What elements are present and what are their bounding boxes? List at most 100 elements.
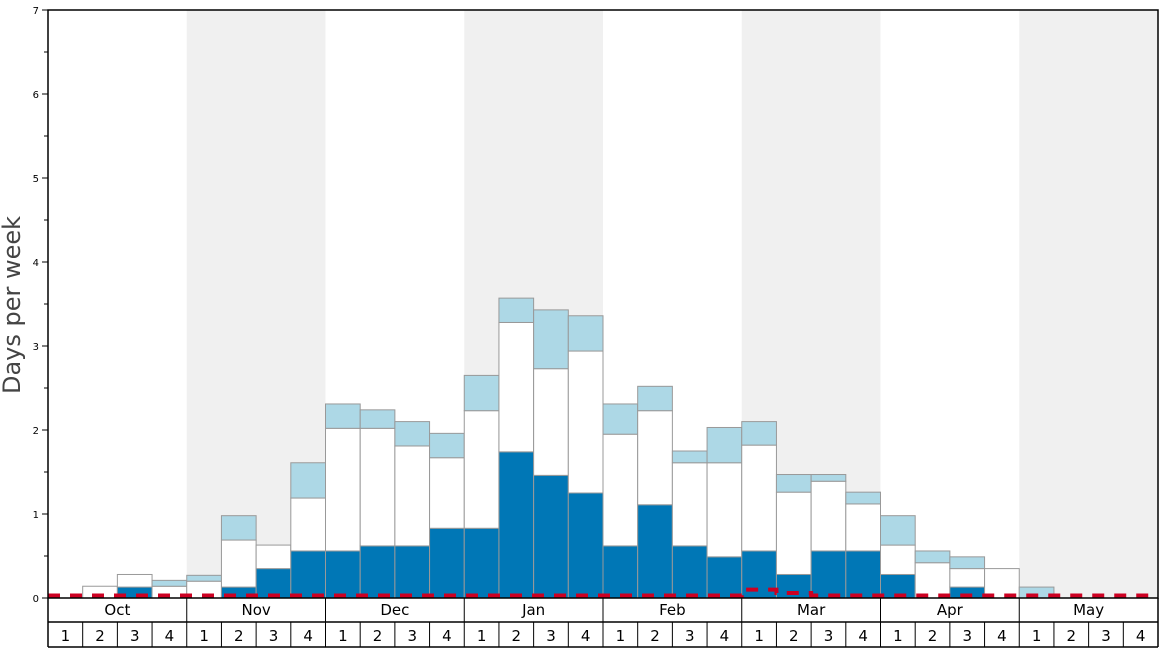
week-label: 4 [581, 627, 591, 645]
week-label: 3 [546, 627, 556, 645]
bar-segment [602, 403, 639, 435]
bar-segment [671, 545, 708, 599]
month-label-apr: Apr [937, 601, 964, 619]
bar-segment [394, 545, 431, 599]
bar-segment [949, 556, 986, 570]
plot-frame [47, 9, 1159, 599]
y-axis: 0 1 2 3 4 5 6 7 [33, 6, 48, 605]
y-axis-label: Days per week [0, 216, 26, 394]
bar-segment [290, 497, 326, 552]
bar-segment [325, 403, 361, 429]
week-label: 4 [442, 627, 452, 645]
month-band-may [1019, 10, 1158, 598]
week-label: 1 [338, 627, 348, 645]
bar-segment [775, 474, 812, 493]
bar-segment [637, 410, 673, 506]
bar-segment [706, 426, 743, 464]
bar-segment [255, 544, 292, 570]
bar-segment [810, 480, 847, 552]
week-label: 4 [997, 627, 1007, 645]
bar-segment [359, 545, 396, 599]
reference-line-layer [48, 587, 1158, 598]
bar-segment [671, 462, 708, 547]
bar-segment [290, 462, 326, 499]
bar-segment [498, 451, 535, 599]
week-label: 3 [962, 627, 972, 645]
week-label: 4 [165, 627, 175, 645]
month-label-dec: Dec [380, 601, 409, 619]
week-label: 3 [407, 627, 417, 645]
week-label: 4 [303, 627, 313, 645]
bar-segment [290, 550, 326, 599]
bar-segment [602, 433, 639, 547]
week-label: 3 [130, 627, 140, 645]
bar-segment [567, 315, 604, 352]
bar-segment [741, 421, 777, 446]
week-label: 4 [720, 627, 730, 645]
bar-segment [394, 445, 431, 547]
week-label: 2 [650, 627, 660, 645]
bar-segment [220, 539, 257, 588]
month-label-may: May [1073, 601, 1104, 619]
bar-segment [567, 492, 604, 599]
y-tick-label: 1 [33, 510, 39, 521]
bar-segment [914, 562, 951, 599]
bar-segment [463, 410, 500, 529]
bar-segment [775, 491, 812, 575]
bar-segment [359, 427, 396, 547]
bar-segment [359, 409, 396, 429]
bar-segment [637, 385, 673, 412]
week-label: 2 [234, 627, 244, 645]
x-axis: Oct Nov Dec Jan Feb Mar Apr May 1 2 3 4 1 2 3 4 1 2 3 4 1 2 3 4… [47, 598, 1159, 648]
bar-segment [498, 321, 535, 453]
bar-segment [463, 527, 500, 599]
bar-segment [429, 432, 465, 459]
bar-segment [325, 550, 361, 599]
y-tick-label: 4 [33, 258, 39, 269]
y-tick-label: 5 [33, 174, 39, 185]
bar-segment [810, 550, 847, 599]
y-tick-label: 3 [33, 342, 39, 353]
week-label: 1 [754, 627, 764, 645]
bar-segment [880, 515, 916, 546]
week-label: 4 [1136, 627, 1146, 645]
bar-segment [845, 491, 881, 505]
bar-segment [706, 556, 743, 599]
bar-segment [845, 503, 881, 552]
month-label-feb: Feb [659, 601, 686, 619]
bar-segment [810, 474, 847, 482]
bar-segment [602, 545, 639, 599]
week-label: 2 [1067, 627, 1077, 645]
week-label: 1 [61, 627, 71, 645]
week-label: 1 [893, 627, 903, 645]
y-tick-label: 2 [33, 426, 39, 437]
y-tick-label: 6 [33, 90, 39, 101]
bar-segment [429, 457, 465, 529]
bar-segment [533, 368, 569, 476]
month-label-oct: Oct [104, 601, 130, 619]
bar-segment [567, 350, 604, 494]
week-label: 3 [269, 627, 279, 645]
week-label: 1 [1032, 627, 1042, 645]
y-tick-label: 7 [33, 6, 39, 17]
bar-segment [706, 462, 743, 558]
week-label: 3 [1101, 627, 1111, 645]
bar-segment [463, 374, 500, 412]
month-label-jan: Jan [521, 601, 545, 619]
week-label: 1 [616, 627, 626, 645]
bar-segment [533, 474, 569, 599]
y-tick-label: 0 [33, 594, 39, 605]
bar-segment [429, 527, 465, 599]
bar-segment [741, 444, 777, 552]
week-label: 2 [928, 627, 938, 645]
bar-segment [533, 309, 569, 370]
week-label: 2 [373, 627, 383, 645]
bar-segment [671, 450, 708, 464]
week-label: 2 [789, 627, 799, 645]
week-label: 3 [824, 627, 834, 645]
week-label: 3 [685, 627, 695, 645]
bar-segment [914, 550, 951, 564]
bar-segment [151, 579, 188, 587]
bar-segment [949, 568, 986, 588]
